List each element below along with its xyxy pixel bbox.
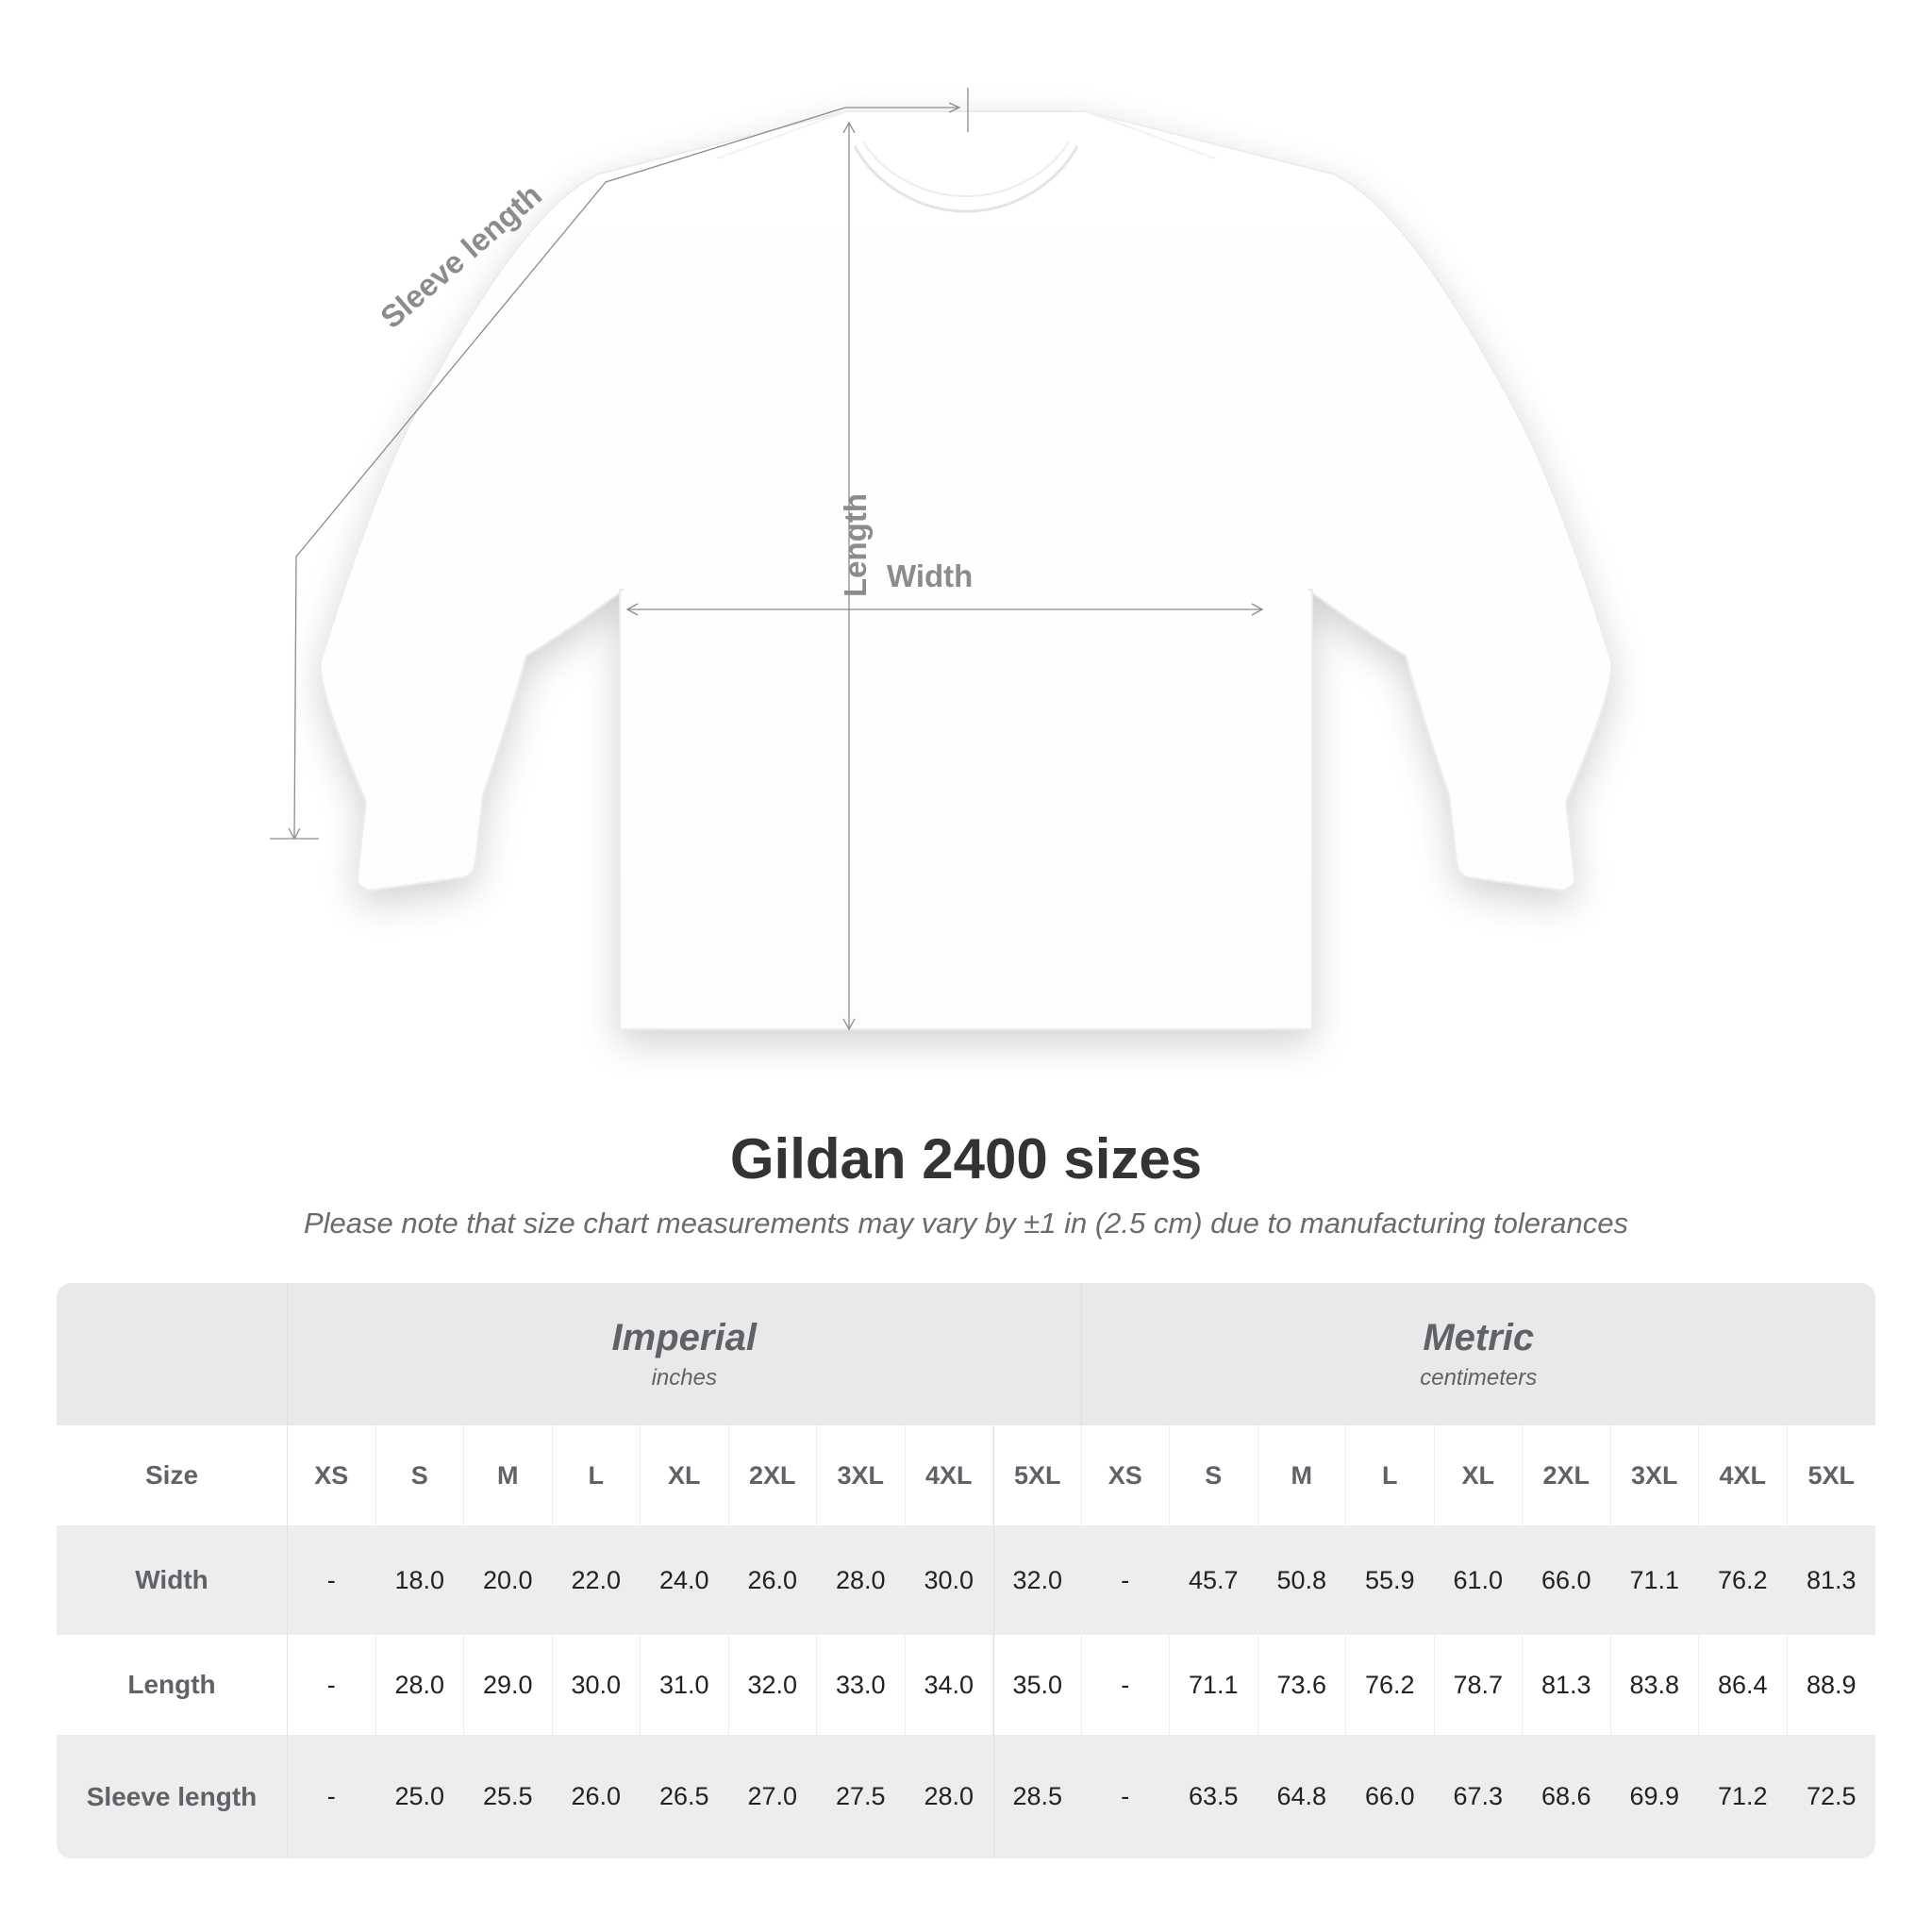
svg-text:Sleeve length: Sleeve length xyxy=(374,177,548,336)
svg-text:Width: Width xyxy=(887,558,973,593)
svg-text:Length: Length xyxy=(838,493,873,597)
